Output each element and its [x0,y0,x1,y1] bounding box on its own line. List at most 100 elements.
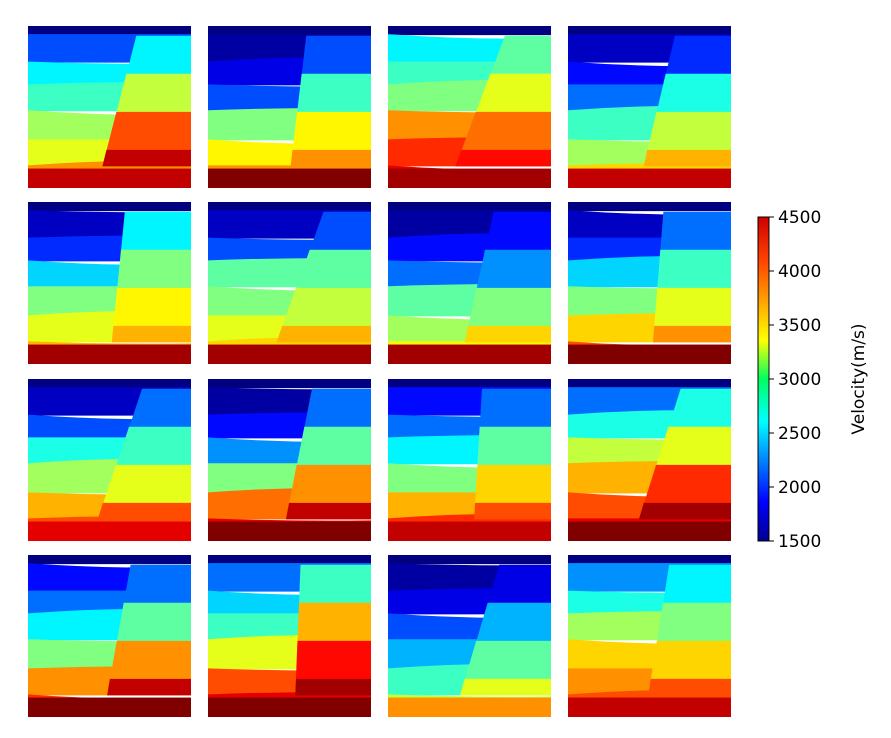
colorbar-ticks: 1500 2000 2500 3000 3500 4000 4500 [769,208,821,552]
top-layer [28,202,191,211]
fault-block-4 [464,325,551,343]
fault-block-3 [102,464,191,504]
top-layer [568,26,731,35]
bottom-layer [208,344,371,364]
bottom-layer [208,521,371,541]
bottom-layer [388,697,551,717]
colorbar: 1500 2000 2500 3000 3500 4000 4500 Velocity(m/… [757,208,869,552]
fault-block-4 [643,149,731,167]
fault-block-1 [301,35,371,75]
fault-block-2 [656,426,731,466]
fault-block-1 [490,35,551,75]
velocity-panel-8 [568,202,731,364]
velocity-panel-11 [388,379,551,541]
velocity-panel-12 [568,379,731,541]
fault-block-2 [656,602,731,642]
bottom-layer [568,168,731,188]
fault-block-2 [476,602,551,642]
fault-block-2 [657,249,731,289]
velocity-panel-10 [208,379,371,541]
fault-block-3 [113,287,191,327]
fault-block-3 [654,287,731,327]
fault-block-4 [460,678,551,696]
top-layer [208,202,371,211]
fault-block-4 [652,325,731,343]
fault-block-1 [129,388,191,428]
fault-block-1 [309,211,371,251]
fault-block-3 [464,640,551,680]
fault-block-4 [648,678,731,696]
velocity-panel-14 [208,555,371,717]
fault-block-3 [461,111,551,151]
bottom-layer [28,168,191,188]
velocity-panel-9 [28,379,191,541]
velocity-panel-4 [568,26,731,188]
colorbar-label: Velocity(m/s) [849,323,869,434]
fault-block-1 [123,564,191,604]
top-layer [568,202,731,211]
colorbar-tick-label: 1500 [778,532,821,552]
bottom-layer [568,521,731,541]
top-layer [28,555,191,564]
velocity-panel-13 [28,555,191,717]
fault-block-3 [643,464,731,504]
top-layer [568,379,731,388]
fault-block-4 [276,325,371,343]
colorbar-tick-label: 2500 [778,424,821,444]
fault-block-2 [117,249,191,289]
fault-block-2 [476,249,551,289]
panel-grid [28,26,731,717]
fault-block-4 [295,678,371,696]
fault-block-1 [479,388,551,428]
bottom-layer [388,521,551,541]
fault-block-1 [485,211,551,251]
fault-block-2 [297,602,371,642]
velocity-panel-3 [388,26,551,188]
colorbar-tick-label: 3000 [778,370,821,390]
top-layer [388,202,551,211]
fault-block-1 [660,211,731,251]
fault-block-4 [97,502,191,520]
bottom-layer [28,521,191,541]
fault-block-3 [647,111,731,151]
fault-block-3 [295,640,371,680]
bottom-layer [388,168,551,188]
colorbar-tick-label: 4500 [778,208,821,228]
fault-block-4 [290,149,371,167]
bottom-layer [568,697,731,717]
fault-block-4 [102,149,191,167]
fault-block-4 [107,678,191,696]
fault-block-1 [665,35,731,75]
fault-block-2 [296,426,371,466]
fault-block-3 [289,464,371,504]
fault-block-1 [120,211,191,251]
fault-block-1 [668,388,731,428]
velocity-panel-1 [28,26,191,188]
colorbar-gradient [757,216,770,542]
top-layer [28,379,191,388]
bottom-layer [388,344,551,364]
top-layer [388,379,551,388]
fault-block-3 [468,287,551,327]
fault-block-3 [106,111,191,151]
colorbar-tick-label: 4000 [778,262,821,282]
velocity-panel-16 [568,555,731,717]
velocity-panel-2 [208,26,371,188]
bottom-layer [568,344,731,364]
fault-block-2 [475,73,551,113]
fault-block-2 [295,249,371,289]
colorbar-tick-label: 2000 [778,478,821,498]
top-layer [388,555,551,564]
fault-block-1 [304,388,371,428]
velocity-panel-5 [28,202,191,364]
fault-block-2 [115,426,191,466]
fault-block-4 [455,149,551,167]
fault-block-1 [126,35,191,75]
fault-block-2 [477,426,551,466]
bottom-layer [208,168,371,188]
fault-block-3 [292,111,371,151]
velocity-panel-7 [388,202,551,364]
fault-block-2 [297,73,371,113]
fault-block-3 [282,287,371,327]
